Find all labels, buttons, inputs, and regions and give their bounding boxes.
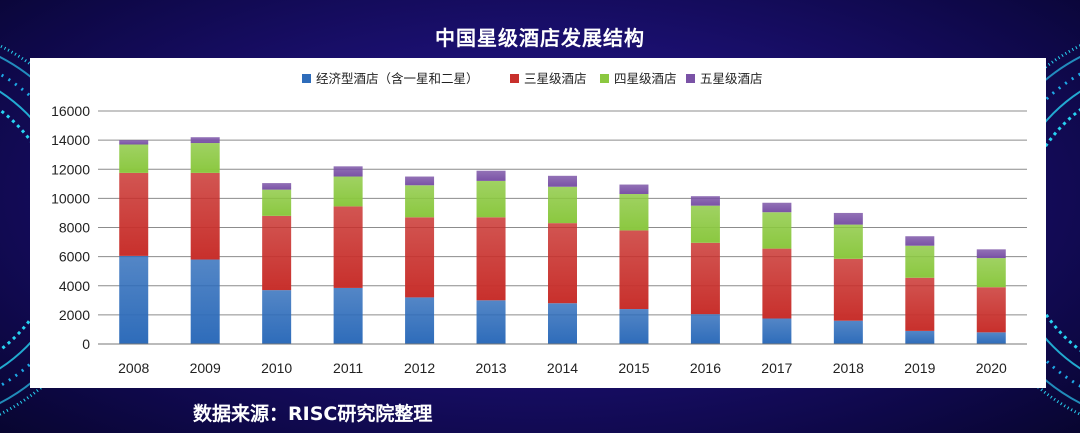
- x-tick-label: 2012: [404, 360, 435, 376]
- y-tick-label: 14000: [51, 132, 90, 148]
- bar-2011-series-1: [333, 206, 363, 288]
- bar-2014-series-1: [548, 223, 577, 304]
- x-tick-label: 2013: [475, 360, 506, 376]
- bar-2012-series-0: [405, 297, 435, 344]
- bar-2018-series-0: [833, 320, 863, 344]
- legend-label: 五星级酒店: [700, 71, 763, 86]
- bar-2015-series-0: [619, 309, 649, 344]
- x-tick-label: 2008: [118, 360, 149, 376]
- bar-2010-series-1: [262, 215, 292, 291]
- legend-swatch: [686, 74, 695, 83]
- x-tick-label: 2018: [833, 360, 864, 376]
- bar-2020-series-3: [976, 249, 1006, 259]
- bar-2012-series-2: [405, 185, 435, 218]
- bar-2014-series-0: [548, 303, 577, 344]
- x-tick-label: 2014: [547, 360, 578, 376]
- bar-2008-series-3: [119, 140, 149, 145]
- bar-2011-series-3: [333, 166, 363, 177]
- y-tick-label: 8000: [59, 220, 90, 236]
- legend-swatch: [302, 74, 311, 83]
- bar-2019-series-2: [905, 245, 935, 278]
- bar-2020-series-2: [976, 258, 1006, 288]
- x-tick-label: 2011: [333, 360, 363, 376]
- bar-2016-series-3: [690, 196, 720, 206]
- legend-swatch: [510, 74, 519, 83]
- bar-2011-series-0: [333, 287, 363, 344]
- bar-2018-series-1: [833, 258, 863, 321]
- chart-legend: 经济型酒店（含一星和二星） 三星级酒店 四星级酒店 五星级酒店: [302, 71, 763, 86]
- bar-2013-series-1: [476, 217, 506, 301]
- bar-2019-series-1: [905, 277, 935, 331]
- bar-2018-series-2: [833, 224, 863, 259]
- y-tick-label: 2000: [59, 307, 90, 323]
- bar-2015-series-1: [619, 230, 649, 310]
- bar-2013-series-3: [476, 170, 506, 181]
- page-title: 中国星级酒店发展结构: [435, 26, 645, 50]
- bar-2013-series-2: [476, 180, 506, 218]
- bar-2011-series-2: [333, 176, 363, 207]
- x-tick-label: 2010: [261, 360, 292, 376]
- bar-2014-series-2: [548, 186, 577, 224]
- y-tick-label: 6000: [59, 249, 90, 265]
- x-tick-label: 2017: [761, 360, 792, 376]
- bar-2008-series-2: [119, 144, 149, 173]
- x-tick-label: 2016: [690, 360, 721, 376]
- stacked-bar-chart: 经济型酒店（含一星和二星） 三星级酒店 四星级酒店 五星级酒店 0 2000 4000 60…: [51, 71, 1027, 376]
- bar-2012-series-3: [405, 176, 435, 186]
- bar-2010-series-0: [262, 290, 292, 344]
- bar-2016-series-1: [690, 242, 720, 315]
- bar-2015-series-3: [619, 184, 649, 195]
- bar-2017-series-3: [762, 202, 792, 213]
- bar-2010-series-3: [262, 183, 292, 190]
- source-note: 数据来源：RISC研究院整理: [193, 403, 433, 425]
- bar-2009-series-3: [190, 137, 220, 144]
- bar-2019-series-0: [905, 330, 935, 344]
- y-tick-label: 16000: [51, 103, 90, 119]
- bar-2008-series-1: [119, 172, 149, 256]
- bar-2013-series-0: [476, 300, 506, 344]
- bar-2017-series-1: [762, 248, 792, 319]
- bar-2015-series-2: [619, 194, 649, 231]
- x-tick-label: 2015: [618, 360, 649, 376]
- bar-2017-series-2: [762, 212, 792, 249]
- y-tick-label: 4000: [59, 278, 90, 294]
- bar-2016-series-2: [690, 205, 720, 243]
- legend-swatch: [600, 74, 609, 83]
- chart-panel: 经济型酒店（含一星和二星） 三星级酒店 四星级酒店 五星级酒店 0 2000 4000 60…: [30, 58, 1046, 388]
- bar-2018-series-3: [833, 212, 863, 225]
- x-tick-label: 2019: [904, 360, 935, 376]
- legend-label: 经济型酒店（含一星和二星）: [316, 71, 479, 86]
- y-tick-label: 10000: [51, 190, 90, 206]
- bar-2012-series-1: [405, 217, 435, 298]
- bar-2014-series-3: [548, 175, 577, 187]
- bar-2020-series-1: [976, 287, 1006, 333]
- y-axis: 0 2000 4000 6000 8000 10000 12000 14000 16000: [51, 103, 90, 352]
- bar-2009-series-0: [190, 259, 220, 344]
- legend-label: 三星级酒店: [524, 71, 587, 86]
- legend-label: 四星级酒店: [614, 71, 677, 86]
- chart-bars: [119, 137, 1006, 344]
- bar-2020-series-0: [976, 332, 1006, 344]
- x-tick-label: 2009: [190, 360, 221, 376]
- x-axis: 2008 2009 2010 2011 2012 2013 2014 2015 2016 2017…: [98, 343, 1027, 376]
- bar-2010-series-2: [262, 189, 292, 216]
- bar-2017-series-0: [762, 318, 792, 344]
- bar-2016-series-0: [690, 314, 720, 344]
- bar-2009-series-2: [190, 143, 220, 173]
- bar-2008-series-0: [119, 255, 149, 344]
- bar-2009-series-1: [190, 172, 220, 260]
- x-tick-label: 2020: [976, 360, 1007, 376]
- bar-2019-series-3: [905, 236, 935, 246]
- y-tick-label: 12000: [51, 161, 90, 177]
- y-tick-label: 0: [82, 336, 90, 352]
